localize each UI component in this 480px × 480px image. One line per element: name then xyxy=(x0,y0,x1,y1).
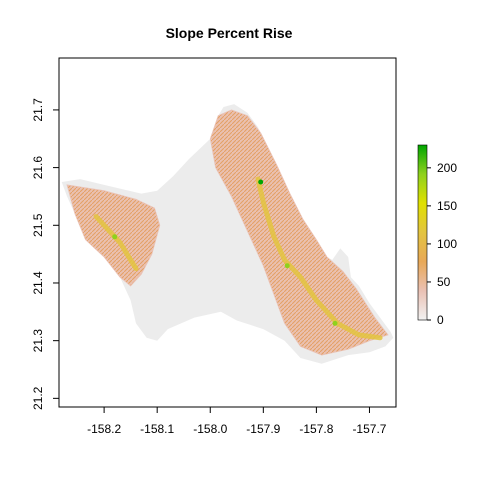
ridge-line-1 xyxy=(93,214,139,272)
x-tick-label: -157.8 xyxy=(299,422,333,436)
y-axis: 21.2 21.3 21.4 21.5 21.6 21.7 xyxy=(31,98,60,410)
legend-tick-label: 150 xyxy=(437,199,457,213)
peak-markers xyxy=(112,179,338,326)
y-tick-label: 21.2 xyxy=(31,386,45,410)
x-tick-label: -158.2 xyxy=(87,422,121,436)
y-tick-label: 21.3 xyxy=(31,329,45,353)
peak-marker-1 xyxy=(112,234,118,240)
peak-marker-3 xyxy=(284,263,290,269)
slope-zone-2 xyxy=(209,109,389,356)
color-legend: 0 50 100 150 200 xyxy=(417,144,457,327)
legend-tick-label: 200 xyxy=(437,161,457,175)
x-tick-label: -158.0 xyxy=(193,422,227,436)
x-axis: -158.2 -158.1 -158.0 -157.9 -157.8 -157.7 xyxy=(87,406,387,436)
legend-color-bar xyxy=(417,144,428,321)
peak-marker-4 xyxy=(332,320,338,326)
y-tick-label: 21.5 xyxy=(31,213,45,237)
y-tick-label: 21.7 xyxy=(31,98,45,122)
x-tick-label: -157.9 xyxy=(246,422,280,436)
legend-tick-label: 0 xyxy=(437,313,444,327)
y-tick-label: 21.6 xyxy=(31,156,45,180)
x-tick-label: -157.7 xyxy=(352,422,386,436)
ridge-lines xyxy=(93,176,383,341)
peak-marker-2 xyxy=(258,179,264,185)
y-tick-label: 21.4 xyxy=(31,271,45,295)
legend-tick-label: 100 xyxy=(437,237,457,251)
legend-tick-label: 50 xyxy=(437,275,451,289)
x-tick-label: -158.1 xyxy=(140,422,174,436)
legend-ticks: 0 50 100 150 200 xyxy=(427,161,457,327)
raster-layer xyxy=(61,104,394,364)
ridge-line-2 xyxy=(255,176,383,341)
map-title: Slope Percent Rise xyxy=(166,25,293,41)
